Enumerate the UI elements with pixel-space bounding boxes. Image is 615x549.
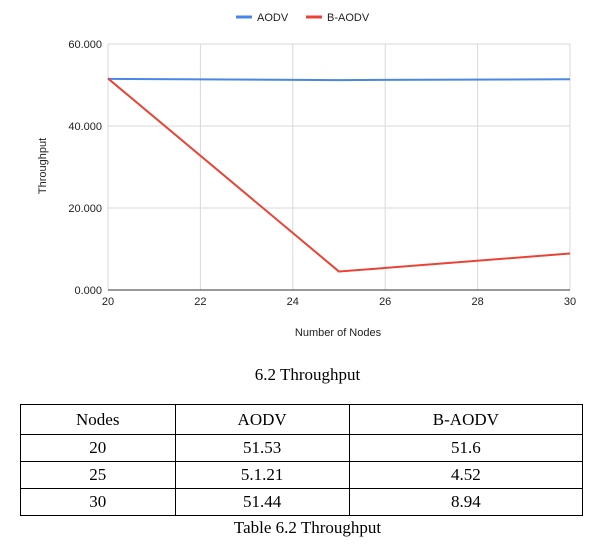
table-cell: 4.52 [348, 461, 584, 489]
series-line-b-aodv [107, 77, 571, 273]
y-tick-label: 20.000 [68, 203, 102, 215]
table-caption: Table 6.2 Throughput [233, 518, 382, 537]
table-row: 25 5.1.21 4.52 [20, 461, 584, 489]
table-row: 20 51.53 51.6 [20, 434, 584, 462]
table-cell: 51.53 [174, 434, 350, 462]
x-tick-label: 20 [102, 296, 114, 308]
chart-legend: AODV B-AODV [236, 12, 370, 24]
table-cell: 5.1.21 [174, 461, 350, 489]
table-cell: 8.94 [348, 488, 584, 516]
x-tick-label: 28 [471, 296, 483, 308]
figure-caption: 6.2 Throughput [254, 365, 361, 384]
legend-label: B-AODV [327, 12, 370, 24]
x-tick-label: 24 [287, 296, 299, 308]
x-tick-label: 30 [564, 296, 576, 308]
table-header-cell: Nodes [20, 404, 176, 435]
table-header-row: Nodes AODV B-AODV [20, 404, 584, 435]
table-cell: 20 [20, 434, 176, 462]
y-tick-label: 60.000 [68, 39, 102, 51]
table-header-cell: B-AODV [348, 404, 584, 435]
table-cell: 51.6 [348, 434, 584, 462]
x-tick-label: 22 [194, 296, 206, 308]
y-axis-title: Throughput [37, 138, 49, 194]
throughput-line-chart: 20 22 24 26 28 30 0.000 20.000 40.000 60.000 AODV… [37, 12, 576, 339]
table-cell: 25 [20, 461, 176, 489]
table-cell: 30 [20, 488, 176, 516]
table-header-cell: AODV [174, 404, 350, 435]
chart-gridlines [107, 43, 571, 290]
table-cell: 51.44 [174, 488, 350, 516]
table-row: 30 51.44 8.94 [20, 488, 584, 516]
legend-label: AODV [257, 12, 289, 24]
chart-series [107, 77, 571, 273]
y-tick-label: 40.000 [68, 121, 102, 133]
x-axis-title: Number of Nodes [295, 327, 382, 339]
x-tick-label: 26 [379, 296, 391, 308]
throughput-table: Nodes AODV B-AODV 20 51.53 51.6 25 5.1.2… [20, 404, 584, 516]
series-line-aodv [107, 77, 571, 82]
chart-tick-labels: 20 22 24 26 28 30 0.000 20.000 40.000 60.000 [68, 39, 576, 308]
y-tick-label: 0.000 [74, 285, 102, 297]
